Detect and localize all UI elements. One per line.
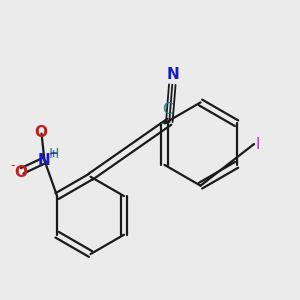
Text: C: C (162, 102, 172, 117)
Text: -: - (11, 159, 15, 172)
Text: N: N (167, 67, 180, 82)
Text: +: + (49, 149, 58, 159)
Text: O: O (14, 165, 27, 180)
Text: O: O (34, 125, 47, 140)
Text: N: N (38, 153, 51, 168)
Text: H: H (49, 147, 59, 160)
Text: I: I (255, 136, 260, 152)
